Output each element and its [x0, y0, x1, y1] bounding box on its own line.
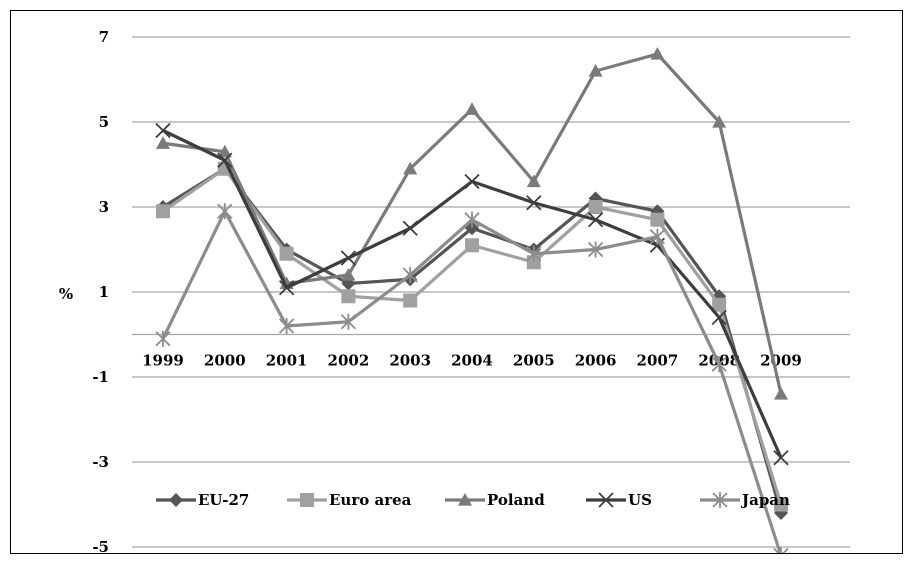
- y-axis-tick-labels: 7 5 3 1 -1 -3 -5: [92, 28, 109, 556]
- data-point: [341, 268, 356, 281]
- data-point: [526, 245, 542, 262]
- data-point: [711, 356, 727, 373]
- data-point: [217, 144, 232, 158]
- data-point: [464, 173, 480, 190]
- data-point: [464, 211, 480, 228]
- x-tick-label: 2000: [204, 352, 246, 370]
- legend: EU-27 Euro area Poland US Japan: [156, 491, 790, 509]
- data-point: [155, 122, 171, 139]
- data-point: [403, 161, 418, 175]
- data-point: [341, 289, 356, 304]
- y-axis-label: %: [59, 285, 73, 303]
- data-point: [278, 280, 295, 296]
- legend-item: Euro area: [287, 491, 412, 509]
- legend-marker: [712, 492, 728, 508]
- data-point: [402, 220, 418, 236]
- x-tick-label: 2007: [637, 352, 679, 370]
- data-point: [526, 255, 541, 270]
- data-point: [340, 250, 357, 266]
- legend-marker: [300, 493, 314, 507]
- x-axis-tick-labels: 1999 2000 2001 2002 2003 2004 2005 2006 2007 2008…: [142, 352, 802, 370]
- legend-label: Poland: [487, 491, 545, 509]
- data-point: [588, 200, 603, 214]
- legend-label: Japan: [740, 491, 790, 509]
- plot-area: [155, 47, 789, 553]
- data-point: [217, 203, 233, 220]
- x-tick-label: 2004: [451, 352, 493, 370]
- x-tick-label: 2003: [389, 352, 431, 370]
- legend-item: Poland: [445, 491, 545, 509]
- data-point: [588, 64, 603, 77]
- legend-item: EU-27: [156, 491, 249, 509]
- y-tick-label: 7: [99, 28, 109, 46]
- data-point: [712, 297, 727, 312]
- data-point: [278, 318, 295, 334]
- data-point: [712, 115, 727, 128]
- legend-label: Euro area: [329, 491, 412, 509]
- data-point: [773, 450, 789, 466]
- series-poland: [156, 47, 788, 400]
- legend-item: Japan: [700, 491, 790, 509]
- x-tick-label: 2002: [328, 352, 370, 370]
- y-tick-label: 1: [99, 283, 109, 301]
- x-tick-label: 1999: [142, 352, 184, 370]
- y-tick-label: -1: [92, 368, 109, 386]
- legend-item: US: [586, 491, 652, 509]
- data-point: [340, 313, 357, 330]
- data-point: [649, 228, 666, 245]
- data-point: [403, 293, 418, 308]
- series-euro-area: [156, 161, 788, 512]
- data-point: [279, 246, 294, 261]
- data-point: [526, 195, 542, 211]
- data-point: [217, 152, 233, 168]
- chart-border: [10, 10, 903, 554]
- y-tick-label: -5: [92, 538, 109, 556]
- data-point: [711, 309, 727, 326]
- x-tick-label: 2005: [513, 352, 555, 370]
- data-point: [650, 212, 665, 227]
- y-tick-label: 3: [99, 198, 109, 216]
- legend-label: US: [628, 491, 652, 509]
- data-point: [156, 204, 170, 219]
- series-us: [155, 122, 789, 466]
- data-point: [774, 387, 788, 400]
- x-tick-label: 2009: [760, 352, 802, 370]
- y-tick-label: -3: [92, 453, 109, 471]
- data-point: [526, 174, 541, 188]
- data-point: [650, 47, 665, 60]
- legend-marker: [458, 493, 472, 506]
- legend-marker: [598, 492, 614, 508]
- data-point: [156, 136, 170, 149]
- data-point: [402, 267, 418, 283]
- data-point: [774, 497, 788, 512]
- x-tick-label: 2006: [575, 352, 617, 370]
- data-point: [587, 241, 604, 258]
- series-japan: [155, 203, 789, 553]
- x-tick-label: 2001: [266, 352, 308, 370]
- data-point: [587, 212, 604, 228]
- data-point: [465, 102, 479, 115]
- legend-label: EU-27: [198, 491, 249, 509]
- legend-marker: [169, 493, 183, 507]
- data-point: [465, 238, 479, 253]
- data-point: [155, 330, 171, 347]
- y-tick-label: 5: [99, 113, 109, 131]
- gridlines: [132, 36, 850, 548]
- data-point: [773, 547, 789, 553]
